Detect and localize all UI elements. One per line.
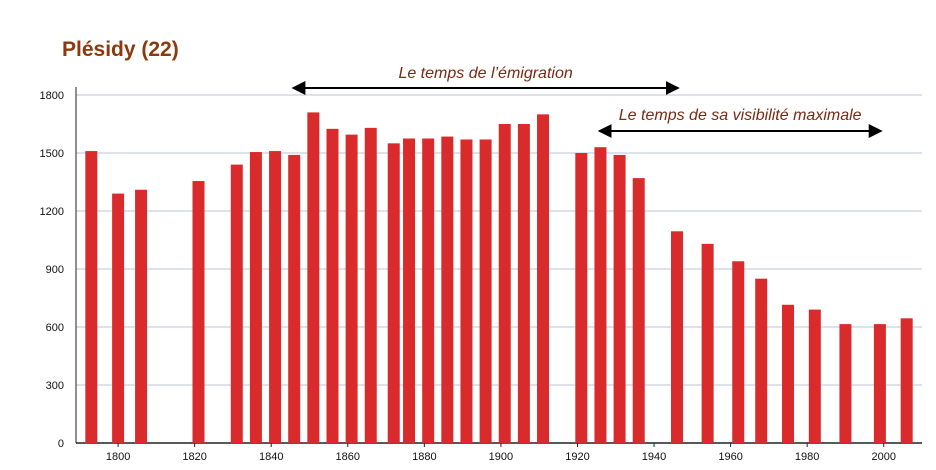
- bar: [732, 261, 745, 443]
- x-tick-label: 1900: [489, 451, 513, 463]
- bar: [387, 143, 400, 444]
- bar: [112, 193, 125, 443]
- x-axis: 1800 1820 1840 1860 1880 1900 1920 1940 1960 1980…: [76, 442, 922, 463]
- bar: [403, 138, 416, 443]
- bar: [479, 139, 492, 443]
- bars: [85, 112, 913, 444]
- x-tick-label: 1820: [182, 451, 206, 463]
- bar: [326, 128, 339, 444]
- bar: [613, 154, 626, 443]
- bar: [839, 324, 852, 443]
- bar: [269, 151, 282, 444]
- bar: [364, 127, 377, 443]
- bar: [632, 178, 645, 443]
- y-tick-label: 300: [46, 380, 64, 392]
- bar: [460, 139, 473, 443]
- bar: [671, 231, 684, 443]
- bar: [249, 152, 262, 444]
- x-tick-label: 1880: [412, 451, 436, 463]
- bar: [498, 124, 511, 443]
- x-tick-label: 1800: [106, 451, 130, 463]
- bar: [288, 154, 301, 443]
- bar: [782, 304, 795, 443]
- chart-title: Plésidy (22): [62, 38, 179, 61]
- bar: [873, 324, 886, 443]
- y-tick-label: 900: [46, 264, 64, 276]
- annotation-label: Le temps de sa visibilité maximale: [619, 107, 862, 124]
- bar: [594, 147, 607, 443]
- bar: [307, 112, 320, 444]
- bar: [441, 136, 454, 444]
- x-tick-label: 2000: [871, 451, 895, 463]
- y-axis: 0 300 600 900 1200 1500 1800: [40, 87, 77, 450]
- y-tick-label: 0: [58, 438, 64, 450]
- y-tick-label: 1200: [40, 206, 64, 218]
- y-tick-label: 1800: [40, 90, 64, 102]
- bar: [230, 164, 243, 443]
- x-tick-label: 1960: [718, 451, 742, 463]
- annotation-label: Le temps de l’émigration: [398, 65, 572, 82]
- annotations: Le temps de l’émigration Le temps de sa v…: [291, 65, 883, 138]
- bar: [85, 151, 98, 444]
- bar: [192, 181, 205, 444]
- bar: [135, 189, 148, 443]
- bar: [345, 134, 358, 443]
- bar: [701, 243, 714, 443]
- x-tick-label: 1980: [795, 451, 819, 463]
- x-tick-label: 1920: [565, 451, 589, 463]
- bar: [755, 278, 768, 443]
- bar: [900, 318, 913, 443]
- x-tick-label: 1840: [259, 451, 283, 463]
- x-tick-label: 1860: [336, 451, 360, 463]
- bar: [575, 153, 588, 443]
- bar: [537, 114, 550, 443]
- y-tick-label: 600: [46, 322, 64, 334]
- bar: [517, 124, 530, 443]
- x-tick-label: 1940: [642, 451, 666, 463]
- bar: [808, 309, 821, 443]
- y-tick-label: 1500: [40, 148, 64, 160]
- bar: [422, 138, 435, 443]
